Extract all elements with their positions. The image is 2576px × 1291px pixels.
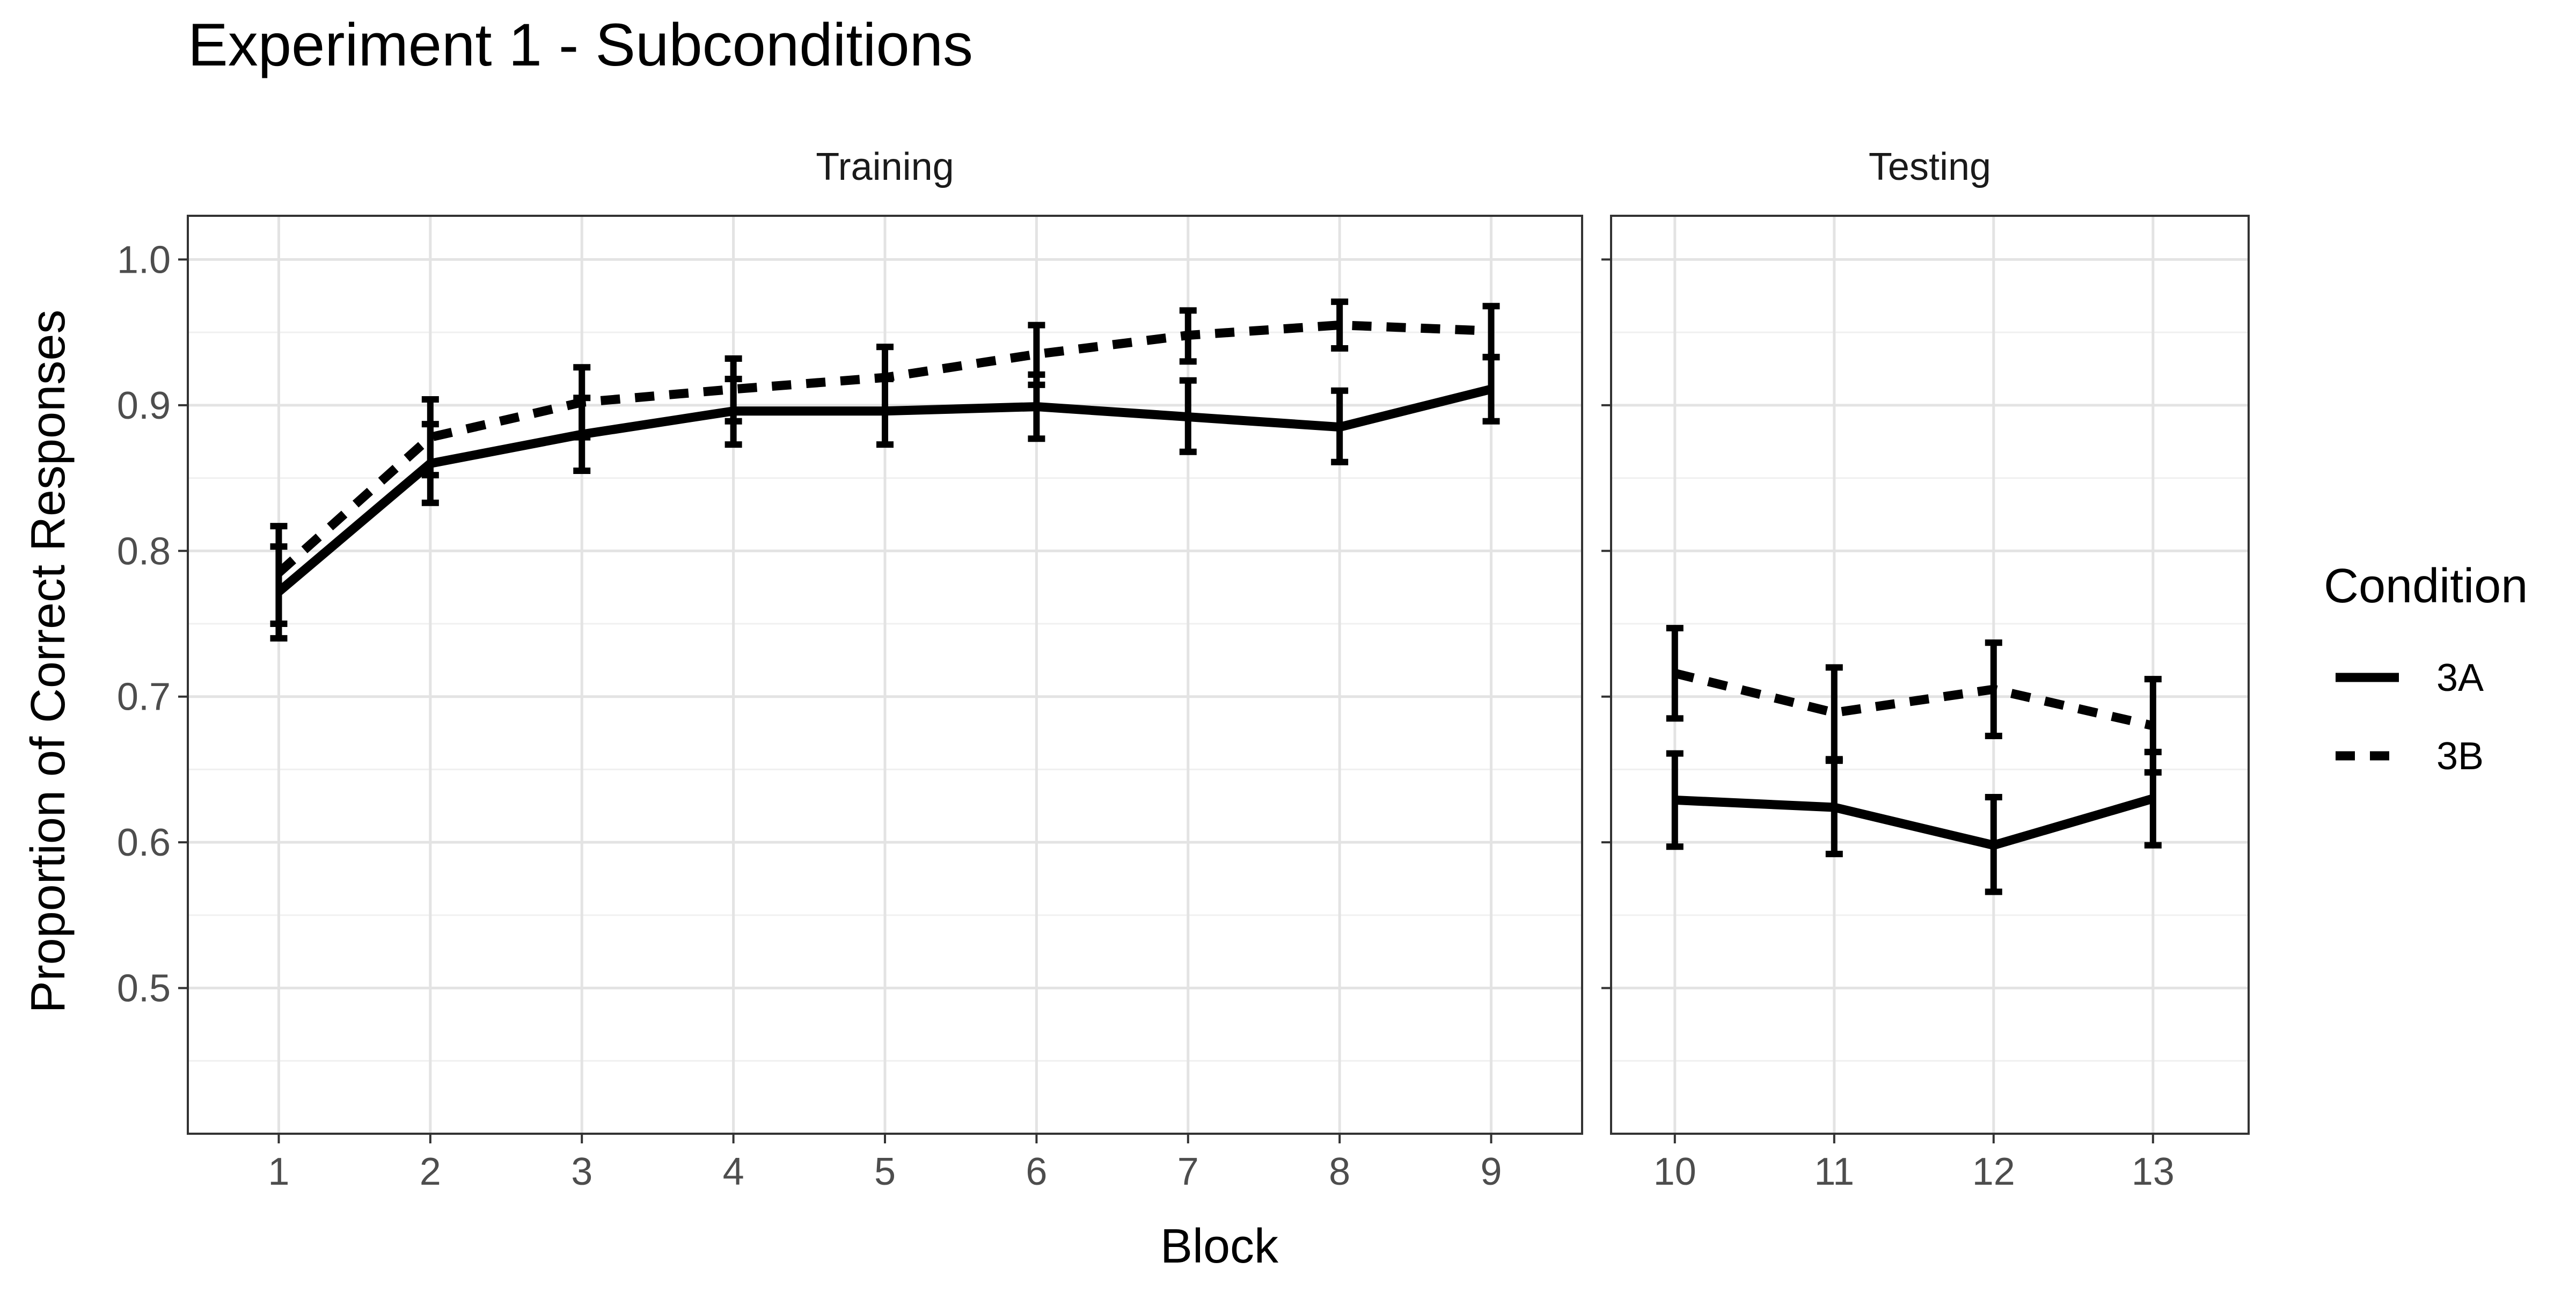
- legend-label: 3A: [2436, 657, 2484, 699]
- series-3b: [270, 298, 1500, 627]
- legend-item-3b: 3B: [2336, 735, 2484, 778]
- x-tick-label: 6: [1026, 1150, 1047, 1193]
- panel-strip-label: Testing: [1869, 145, 1991, 188]
- legend-label: 3B: [2436, 735, 2484, 778]
- x-tick-label: 2: [420, 1150, 441, 1193]
- x-tick-label: 7: [1177, 1150, 1199, 1193]
- error-bar: [421, 396, 439, 479]
- x-tick-label: 11: [1814, 1150, 1854, 1193]
- x-tick-label: 1: [268, 1150, 289, 1193]
- error-bar: [1825, 664, 1843, 763]
- y-tick-label: 0.7: [117, 676, 171, 719]
- panel-background: [1611, 216, 2249, 1134]
- y-tick-label: 0.5: [117, 967, 171, 1010]
- error-bar: [1028, 322, 1045, 388]
- error-bar: [1482, 303, 1500, 361]
- series-3b: [1666, 625, 2162, 776]
- x-tick-label: 10: [1653, 1150, 1696, 1193]
- error-bar: [1331, 298, 1349, 352]
- x-tick-label: 3: [571, 1150, 592, 1193]
- x-tick-label: 4: [723, 1150, 744, 1193]
- y-tick-label: 1.0: [117, 238, 171, 281]
- panel-training: Training 1 2 3 4 5 6 7 8 9 0.5 0.6 0.7 0.8 0.9 1.0: [117, 145, 1583, 1193]
- error-bar: [1666, 625, 1684, 722]
- x-axis-label: Block: [1160, 1220, 1279, 1273]
- legend-item-3a: 3A: [2336, 657, 2484, 699]
- panel-strip-label: Training: [816, 145, 954, 188]
- x-tick-label: 12: [1972, 1150, 2015, 1193]
- error-bar: [270, 523, 288, 627]
- series-3b-line: [1673, 669, 2154, 731]
- chart-title: Experiment 1 - Subconditions: [188, 11, 973, 78]
- y-tick-label: 0.9: [117, 384, 171, 427]
- x-tick-label: 13: [2132, 1150, 2175, 1193]
- y-axis-label: Proportion of Correct Responses: [21, 310, 75, 1013]
- series-3a-line: [1674, 794, 2155, 850]
- x-tick-label: 9: [1481, 1150, 1502, 1193]
- y-tick-label: 0.8: [117, 530, 171, 573]
- series-3b-line: [275, 320, 1491, 577]
- error-bar: [724, 355, 742, 425]
- x-tick-label: 8: [1329, 1150, 1350, 1193]
- legend: Condition 3A 3B: [2324, 559, 2528, 778]
- legend-title: Condition: [2324, 559, 2528, 613]
- x-tick-label: 5: [874, 1150, 896, 1193]
- panel-testing: Testing 10 11 12 13: [1601, 145, 2250, 1193]
- y-tick-label: 0.6: [117, 821, 171, 864]
- panel-border: [1610, 215, 2250, 1135]
